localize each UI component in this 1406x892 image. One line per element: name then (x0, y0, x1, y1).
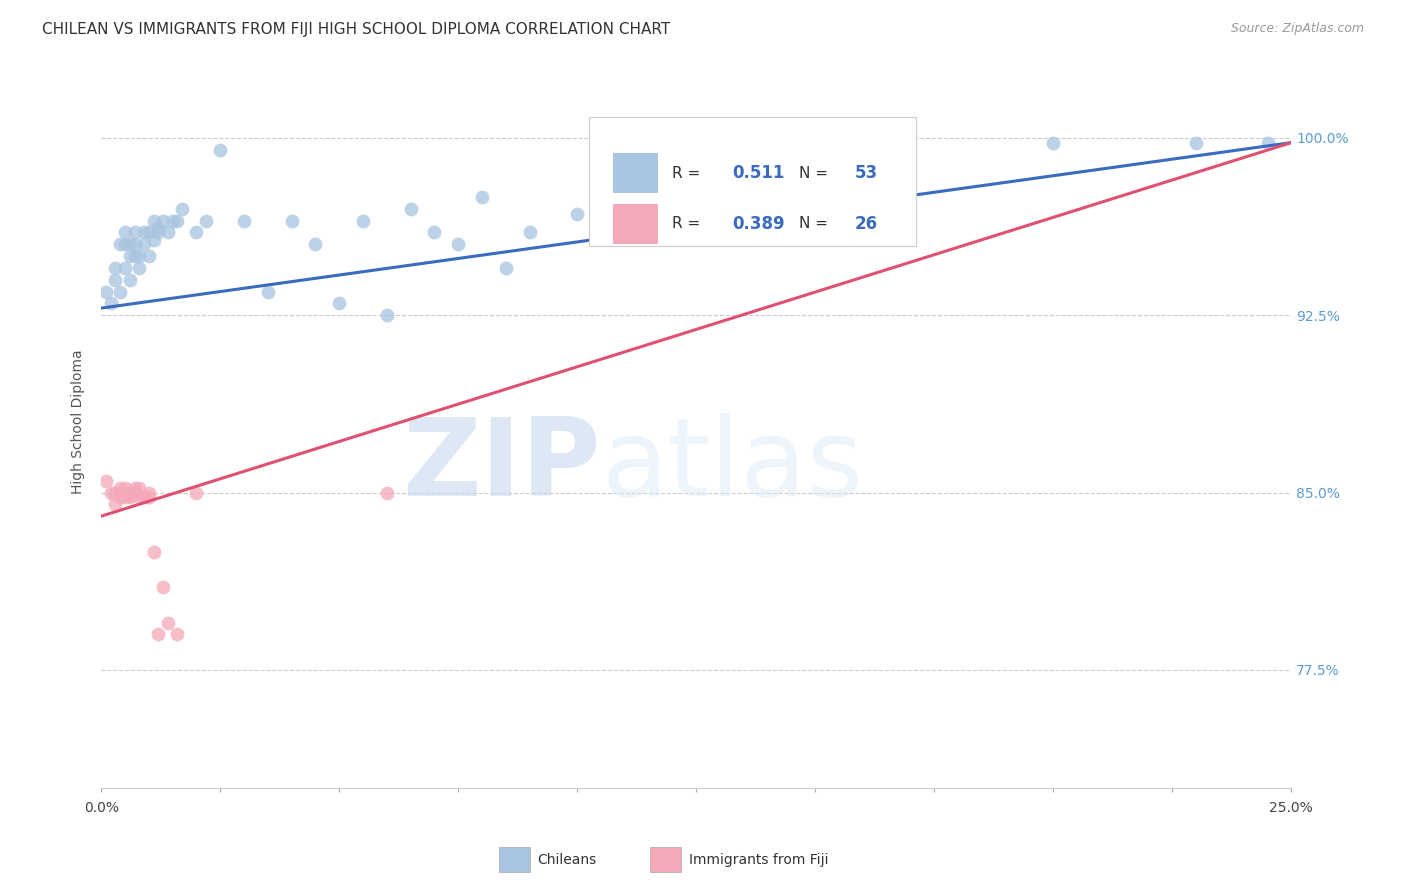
Point (447, 237, 470, 252)
Point (148, 226, 170, 240)
Point (142, 544, 165, 558)
Point (352, 213, 374, 227)
Point (613, 190, 636, 204)
Point (128, 260, 150, 275)
Point (104, 273, 127, 287)
Text: N =: N = (799, 217, 832, 231)
Text: R =: R = (672, 166, 706, 180)
Point (124, 237, 146, 252)
Point (156, 226, 179, 240)
Point (124, 481, 146, 495)
Point (661, 136, 683, 150)
Point (152, 580, 174, 594)
Point (110, 285, 132, 299)
Point (399, 202, 422, 216)
Point (142, 213, 165, 227)
Point (114, 260, 136, 275)
Point (124, 485, 146, 500)
Point (186, 485, 208, 500)
Point (423, 226, 446, 240)
Text: ZIP: ZIP (402, 413, 600, 518)
Text: CHILEAN VS IMMIGRANTS FROM FIJI HIGH SCHOOL DIPLOMA CORRELATION CHART: CHILEAN VS IMMIGRANTS FROM FIJI HIGH SCH… (42, 22, 671, 37)
Point (148, 627, 170, 641)
Point (1185, 136, 1208, 150)
Point (519, 226, 541, 240)
Point (233, 213, 256, 227)
Point (138, 226, 160, 240)
FancyBboxPatch shape (589, 118, 917, 245)
Point (124, 249, 146, 263)
Point (138, 249, 160, 263)
Point (471, 190, 494, 204)
Point (118, 249, 141, 263)
Point (156, 615, 179, 630)
Point (132, 226, 155, 240)
Point (104, 485, 127, 500)
Point (194, 213, 217, 227)
Point (118, 490, 141, 504)
Point (138, 485, 160, 500)
Point (152, 213, 174, 227)
Point (100, 485, 122, 500)
Text: Immigrants from Fiji: Immigrants from Fiji (689, 853, 828, 867)
Text: 0.511: 0.511 (733, 164, 785, 182)
Point (118, 488, 141, 502)
Text: Chileans: Chileans (537, 853, 596, 867)
Point (138, 490, 160, 504)
Point (94, 474, 117, 488)
Point (166, 213, 188, 227)
Point (328, 296, 350, 310)
Point (132, 237, 155, 252)
Point (1257, 136, 1279, 150)
Point (162, 213, 184, 227)
Point (128, 481, 150, 495)
Text: 26: 26 (855, 215, 877, 233)
Point (118, 485, 141, 500)
Point (128, 490, 150, 504)
Point (118, 273, 141, 287)
Point (1042, 136, 1064, 150)
Point (118, 237, 141, 252)
Point (104, 497, 127, 511)
Point (94, 285, 117, 299)
Point (375, 308, 398, 322)
Point (114, 226, 136, 240)
Point (567, 206, 589, 220)
Point (132, 490, 155, 504)
Point (100, 296, 122, 310)
Point (114, 490, 136, 504)
Point (114, 237, 136, 252)
Point (128, 249, 150, 263)
Point (304, 237, 326, 252)
Point (110, 237, 132, 252)
Point (495, 260, 517, 275)
Text: N =: N = (799, 166, 832, 180)
Point (186, 226, 208, 240)
Point (114, 481, 136, 495)
Point (110, 481, 132, 495)
Point (828, 166, 851, 180)
Point (375, 485, 398, 500)
Point (124, 226, 146, 240)
Text: Source: ZipAtlas.com: Source: ZipAtlas.com (1230, 22, 1364, 36)
Point (142, 233, 165, 247)
Text: R =: R = (672, 217, 706, 231)
FancyBboxPatch shape (613, 203, 658, 244)
Point (256, 285, 278, 299)
Point (104, 260, 127, 275)
Text: 0.389: 0.389 (733, 215, 785, 233)
Text: 53: 53 (855, 164, 877, 182)
Point (148, 220, 170, 235)
Point (166, 627, 188, 641)
Point (110, 490, 132, 504)
Point (209, 143, 232, 157)
FancyBboxPatch shape (613, 153, 658, 194)
Point (172, 202, 194, 216)
Text: atlas: atlas (600, 413, 863, 518)
Point (709, 202, 731, 216)
Point (280, 213, 302, 227)
Y-axis label: High School Diploma: High School Diploma (72, 350, 86, 494)
